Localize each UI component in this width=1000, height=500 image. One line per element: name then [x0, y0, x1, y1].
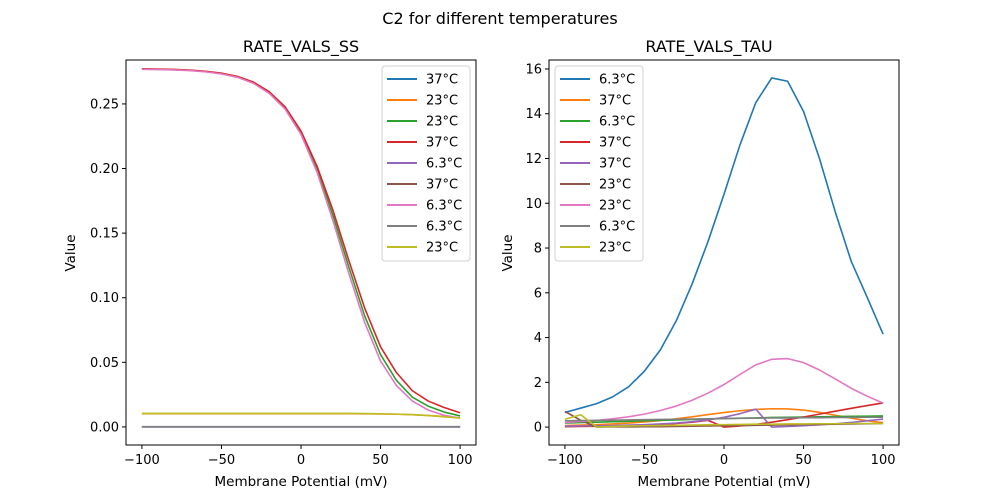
legend-entry: 37°C	[560, 94, 631, 109]
legend-entry: 37°C	[560, 136, 631, 151]
y-axis-label: Value	[500, 234, 516, 271]
legend-label: 6.3°C	[426, 220, 462, 235]
x-axis-label: Membrane Potential (mV)	[637, 474, 810, 490]
y-tick-label: 12	[525, 152, 542, 167]
series-lines	[141, 67, 461, 428]
y-tick-label: 0.20	[90, 162, 119, 177]
ticks: −100 −50 0 50 100 0 2 4 6 8 10 12 14 16	[525, 62, 895, 468]
y-tick-label: 0.25	[90, 97, 119, 112]
legend-entry: 37°C	[560, 157, 631, 172]
legend-label: 6.3°C	[599, 115, 635, 130]
panel-rate-vals-ss: RATE_VALS_SS Membrane Potential (mV) Val…	[63, 37, 477, 490]
legend-entry: 6.3°C	[387, 157, 462, 172]
x-tick-label: 0	[720, 453, 728, 468]
legend-label: 37°C	[426, 73, 458, 88]
y-tick-label: 4	[534, 331, 542, 346]
y-tick-label: 0.05	[90, 356, 119, 371]
y-tick-label: 0	[534, 421, 542, 436]
axes-frame	[125, 59, 477, 446]
y-tick-label: 6	[534, 286, 542, 301]
legend-entry: 23°C	[560, 241, 631, 256]
x-tick-label: −50	[631, 453, 658, 468]
x-tick-label: 100	[448, 453, 473, 468]
legend-label: 23°C	[426, 94, 458, 109]
legend-label: 23°C	[426, 115, 458, 130]
series-line-0	[564, 77, 884, 414]
x-tick-label: 50	[372, 453, 389, 468]
series-line-6	[141, 68, 461, 419]
legend-label: 23°C	[599, 241, 631, 256]
x-tick-label: 0	[297, 453, 305, 468]
legend-label: 23°C	[599, 178, 631, 193]
legend-label: 6.3°C	[599, 73, 635, 88]
y-tick-label: 14	[525, 107, 542, 122]
y-tick-label: 10	[525, 197, 542, 212]
legend-label: 37°C	[599, 94, 631, 109]
y-tick-label: 0.10	[90, 291, 119, 306]
legend-entry: 23°C	[387, 94, 458, 109]
x-tick-label: −50	[208, 453, 235, 468]
x-tick-label: 100	[871, 453, 896, 468]
legend-entry: 23°C	[560, 178, 631, 193]
series-line-1	[564, 407, 884, 427]
legend-entry: 23°C	[387, 115, 458, 130]
y-tick-label: 2	[534, 376, 542, 391]
legend-entry: 37°C	[387, 73, 458, 88]
series-line-7	[564, 416, 884, 422]
legend-entry: 6.3°C	[560, 220, 635, 235]
series-line-8	[564, 413, 884, 428]
legend-box	[554, 65, 644, 262]
panel-title: RATE_VALS_SS	[243, 37, 359, 57]
panel-rate-vals-tau: RATE_VALS_TAU Membrane Potential (mV) Va…	[500, 37, 900, 490]
y-tick-label: 0.00	[90, 420, 119, 435]
axes-frame	[548, 59, 900, 446]
legend: 37°C 23°C 23°C 37°C 6.3°C 37°C 6.3°C 6.3°C 23°C	[381, 65, 471, 262]
series-line-8	[141, 412, 461, 419]
legend-box	[381, 65, 471, 262]
series-line-6	[564, 357, 884, 424]
legend-label: 6.3°C	[599, 220, 635, 235]
legend-entry: 37°C	[387, 136, 458, 151]
legend: 6.3°C 37°C 6.3°C 37°C 37°C 23°C 23°C 6.3°C 23°C	[554, 65, 644, 262]
y-tick-label: 16	[525, 62, 542, 77]
legend-entry: 6.3°C	[387, 199, 462, 214]
y-tick-label: 0.15	[90, 227, 119, 242]
legend-entry: 6.3°C	[387, 220, 462, 235]
legend-label: 37°C	[426, 136, 458, 151]
legend-label: 37°C	[599, 136, 631, 151]
x-tick-label: −100	[547, 453, 583, 468]
ticks: −100 −50 0 50 100 0.00 0.05 0.10 0.15 0.20 0.25	[90, 97, 472, 468]
legend-entry: 6.3°C	[560, 73, 635, 88]
legend-label: 23°C	[426, 241, 458, 256]
panel-title: RATE_VALS_TAU	[645, 37, 772, 57]
legend-entry: 23°C	[560, 199, 631, 214]
legend-label: 6.3°C	[426, 199, 462, 214]
legend-entry: 6.3°C	[560, 115, 635, 130]
y-axis-label: Value	[63, 234, 79, 271]
legend-label: 37°C	[426, 178, 458, 193]
legend-entry: 23°C	[387, 241, 458, 256]
x-tick-label: 50	[795, 453, 812, 468]
legend-entry: 37°C	[387, 178, 458, 193]
legend-label: 23°C	[599, 199, 631, 214]
series-lines	[564, 77, 884, 428]
legend-label: 6.3°C	[426, 157, 462, 172]
figure-suptitle: C2 for different temperatures	[382, 9, 617, 28]
y-tick-label: 8	[534, 242, 542, 257]
x-axis-label: Membrane Potential (mV)	[214, 474, 387, 490]
legend-label: 37°C	[599, 157, 631, 172]
x-tick-label: −100	[124, 453, 160, 468]
